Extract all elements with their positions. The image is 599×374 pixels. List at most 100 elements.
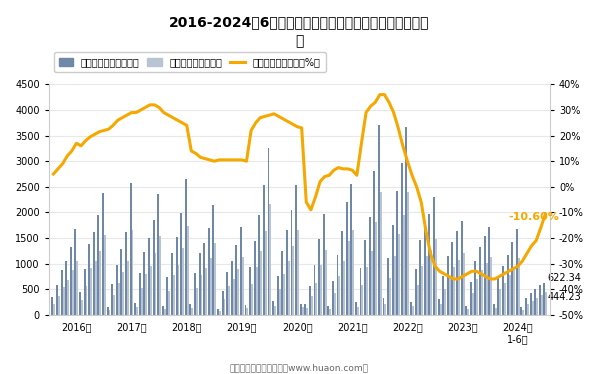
Bar (136, 307, 138, 315)
Bar (465, 306, 467, 315)
Bar (488, 227, 490, 315)
Bar (481, 270, 483, 315)
Bar (88, 244, 90, 315)
Bar (438, 299, 440, 315)
Bar (52, 297, 53, 315)
Bar (327, 306, 329, 315)
Bar (417, 285, 419, 315)
Bar (527, 304, 529, 315)
Bar (341, 231, 343, 315)
Bar (311, 296, 313, 315)
Bar (164, 309, 166, 315)
Bar (242, 257, 244, 315)
Bar (534, 289, 536, 315)
Bar (410, 302, 412, 315)
Bar (201, 275, 202, 315)
Bar (168, 291, 170, 315)
Bar (325, 250, 326, 315)
Legend: 房地产投资额（亿元）, 住宅投资额（亿元）, 房地产投资额增速（%）: 房地产投资额（亿元）, 住宅投资额（亿元）, 房地产投资额增速（%） (54, 52, 325, 72)
Bar (313, 265, 316, 315)
Bar (419, 240, 421, 315)
Bar (449, 276, 450, 315)
Bar (306, 308, 308, 315)
Bar (244, 305, 247, 315)
Bar (502, 266, 504, 315)
Bar (148, 238, 150, 315)
Bar (513, 267, 515, 315)
Bar (406, 128, 407, 315)
Bar (323, 214, 325, 315)
Bar (277, 276, 279, 315)
Bar (467, 309, 469, 315)
Bar (222, 291, 223, 315)
Bar (380, 192, 382, 315)
Bar (171, 253, 173, 315)
Bar (378, 125, 380, 315)
Bar (263, 185, 265, 315)
Bar (251, 284, 253, 315)
Bar (217, 309, 219, 315)
Bar (474, 261, 476, 315)
Bar (536, 298, 538, 315)
Bar (343, 261, 345, 315)
Bar (261, 251, 262, 315)
Bar (104, 236, 106, 315)
Bar (84, 269, 86, 315)
Bar (347, 241, 350, 315)
Bar (531, 301, 534, 315)
Bar (120, 249, 122, 315)
Bar (292, 246, 295, 315)
Bar (389, 278, 391, 315)
Bar (157, 194, 159, 315)
Bar (373, 171, 375, 315)
Bar (214, 243, 216, 315)
Bar (375, 222, 377, 315)
Bar (350, 184, 352, 315)
Bar (521, 307, 522, 315)
Bar (543, 283, 545, 315)
Bar (237, 269, 239, 315)
Bar (295, 185, 297, 315)
Bar (155, 253, 156, 315)
Bar (258, 215, 261, 315)
Bar (346, 202, 347, 315)
Bar (99, 251, 101, 315)
Bar (210, 258, 211, 315)
Bar (167, 278, 168, 315)
Bar (79, 292, 81, 315)
Bar (447, 256, 449, 315)
Bar (470, 282, 472, 315)
Bar (254, 241, 256, 315)
Bar (387, 258, 389, 315)
Bar (316, 282, 317, 315)
Bar (240, 227, 242, 315)
Bar (279, 289, 280, 315)
Bar (93, 232, 95, 315)
Bar (53, 304, 55, 315)
Bar (361, 285, 364, 315)
Bar (180, 214, 182, 315)
Bar (274, 306, 276, 315)
Bar (268, 148, 270, 315)
Bar (357, 307, 359, 315)
Bar (58, 296, 60, 315)
Bar (159, 236, 161, 315)
Bar (86, 286, 87, 315)
Bar (231, 261, 232, 315)
Bar (150, 266, 152, 315)
Bar (95, 261, 96, 315)
Bar (177, 265, 180, 315)
Bar (407, 192, 409, 315)
Bar (187, 226, 189, 315)
Bar (516, 229, 518, 315)
Bar (385, 304, 386, 315)
Bar (272, 301, 274, 315)
Bar (452, 242, 453, 315)
Bar (440, 304, 441, 315)
Bar (302, 307, 304, 315)
Bar (205, 268, 207, 315)
Bar (359, 268, 361, 315)
Bar (134, 303, 136, 315)
Bar (421, 266, 423, 315)
Bar (435, 239, 437, 315)
